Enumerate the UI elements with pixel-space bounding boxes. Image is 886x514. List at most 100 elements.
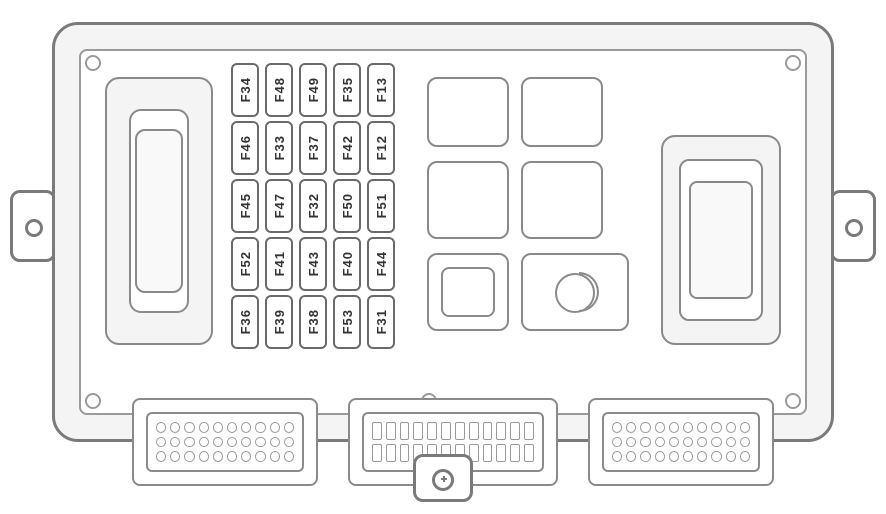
mounting-ear-right bbox=[830, 190, 876, 262]
connector-pin-icon bbox=[427, 422, 437, 440]
fuse-slot: F52 bbox=[231, 237, 259, 291]
fuse-slot: F53 bbox=[333, 295, 361, 349]
connector-pin-icon bbox=[655, 437, 665, 448]
fuse-label: F39 bbox=[272, 309, 287, 334]
connector-pin-icon bbox=[213, 422, 223, 433]
connector-pin-icon bbox=[496, 444, 506, 462]
connector-pin-icon bbox=[483, 422, 493, 440]
connector-pin-icon bbox=[640, 451, 650, 462]
fuse-label: F47 bbox=[272, 193, 287, 218]
connector-pin-icon bbox=[726, 451, 736, 462]
relay-module-left bbox=[105, 77, 213, 345]
connector-pin-icon bbox=[655, 451, 665, 462]
connector-pin-icon bbox=[400, 444, 410, 462]
relay-block bbox=[427, 161, 509, 239]
relay-block bbox=[521, 77, 603, 147]
connector-pin-icon bbox=[711, 422, 721, 433]
connector-pin-icon bbox=[655, 422, 665, 433]
fuse-slot: F34 bbox=[231, 63, 259, 117]
fuse-slot: F13 bbox=[367, 63, 395, 117]
connector-right bbox=[588, 398, 774, 486]
connector-pin-icon bbox=[170, 437, 180, 448]
screw-hole-icon bbox=[785, 393, 801, 409]
connector-pin-icon bbox=[640, 437, 650, 448]
fuse-label: F33 bbox=[272, 135, 287, 160]
connector-pin-icon bbox=[626, 437, 636, 448]
connector-pin-icon bbox=[184, 422, 194, 433]
fuse-label: F41 bbox=[272, 251, 287, 276]
connector-pin-icon bbox=[640, 422, 650, 433]
connector-pin-icon bbox=[170, 422, 180, 433]
connector-pin-icon bbox=[213, 451, 223, 462]
fuse-label: F38 bbox=[306, 309, 321, 334]
connector-pin-icon bbox=[386, 422, 396, 440]
connector-pin-icon bbox=[400, 422, 410, 440]
relay-block bbox=[427, 253, 509, 331]
fuse-slot: F42 bbox=[333, 121, 361, 175]
connector-pin-icon bbox=[270, 422, 280, 433]
connector-pin-icon bbox=[740, 422, 750, 433]
fuse-label: F34 bbox=[238, 77, 253, 102]
fuse-slot: F43 bbox=[299, 237, 327, 291]
fuse-slot: F48 bbox=[265, 63, 293, 117]
fuse-label: F32 bbox=[306, 193, 321, 218]
connector-pin-icon bbox=[227, 451, 237, 462]
fuse-label: F37 bbox=[306, 135, 321, 160]
connector-pin-icon bbox=[496, 422, 506, 440]
fuse-slot: F47 bbox=[265, 179, 293, 233]
connector-pin-icon bbox=[241, 437, 251, 448]
connector-pin-icon bbox=[386, 444, 396, 462]
connector-pin-icon bbox=[270, 437, 280, 448]
fuse-label: F35 bbox=[340, 77, 355, 102]
connector-pin-icon bbox=[726, 422, 736, 433]
connector-pin-icon bbox=[284, 437, 294, 448]
connector-pin-icon bbox=[711, 451, 721, 462]
fuse-label: F52 bbox=[238, 251, 253, 276]
connector-pin-icon bbox=[626, 422, 636, 433]
connector-pin-icon bbox=[372, 444, 382, 462]
connector-pin-icon bbox=[284, 422, 294, 433]
connector-pin-icon bbox=[510, 422, 520, 440]
fuse-slot: F45 bbox=[231, 179, 259, 233]
connector-pin-icon bbox=[156, 422, 166, 433]
relay-block bbox=[427, 77, 509, 147]
fuse-slot: F44 bbox=[367, 237, 395, 291]
connector-pin-icon bbox=[184, 451, 194, 462]
fuse-label: F45 bbox=[238, 193, 253, 218]
pin-grid bbox=[156, 422, 294, 462]
fuse-slot: F41 bbox=[265, 237, 293, 291]
connector-pin-icon bbox=[524, 422, 534, 440]
fuse-label: F49 bbox=[306, 77, 321, 102]
fuse-label: F42 bbox=[340, 135, 355, 160]
connector-pin-icon bbox=[255, 451, 265, 462]
connector-pin-icon bbox=[284, 451, 294, 462]
fuse-slot: F49 bbox=[299, 63, 327, 117]
fuse-label: F31 bbox=[374, 309, 389, 334]
relay-block-fuse bbox=[521, 253, 629, 331]
connector-pin-icon bbox=[669, 437, 679, 448]
fuse-label: F43 bbox=[306, 251, 321, 276]
connector-pin-icon bbox=[270, 451, 280, 462]
connector-pin-icon bbox=[697, 437, 707, 448]
connector-pin-icon bbox=[455, 422, 465, 440]
connector-pin-icon bbox=[683, 422, 693, 433]
connector-pin-icon bbox=[199, 451, 209, 462]
fuse-slot: F12 bbox=[367, 121, 395, 175]
connector-pin-icon bbox=[726, 437, 736, 448]
connector-pin-icon bbox=[184, 437, 194, 448]
connector-pin-icon bbox=[510, 444, 520, 462]
fuse-box-diagram: F34F48F49F35F13F46F33F37F42F12F45F47F32F… bbox=[10, 22, 876, 502]
connector-pin-icon bbox=[683, 451, 693, 462]
fuse-cap-arc-icon bbox=[579, 272, 599, 312]
connector-pin-icon bbox=[372, 422, 382, 440]
connector-pin-icon bbox=[711, 437, 721, 448]
screw-hole-icon bbox=[85, 55, 101, 71]
screw-hole-icon bbox=[785, 55, 801, 71]
connector-pin-icon bbox=[199, 422, 209, 433]
connector-pin-icon bbox=[612, 451, 622, 462]
connector-pin-icon bbox=[156, 437, 166, 448]
connector-pin-icon bbox=[483, 444, 493, 462]
fuse-slot: F40 bbox=[333, 237, 361, 291]
relay-slot bbox=[135, 129, 183, 293]
fuse-grid: F34F48F49F35F13F46F33F37F42F12F45F47F32F… bbox=[231, 63, 395, 349]
